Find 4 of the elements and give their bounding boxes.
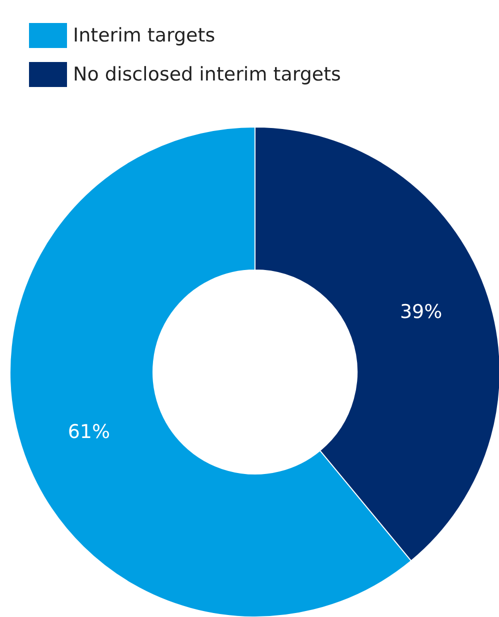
legend-label: No disclosed interim targets — [73, 64, 341, 86]
data-label: 61% — [68, 420, 110, 443]
data-label: 39% — [400, 301, 442, 324]
legend-label: Interim targets — [73, 24, 216, 46]
